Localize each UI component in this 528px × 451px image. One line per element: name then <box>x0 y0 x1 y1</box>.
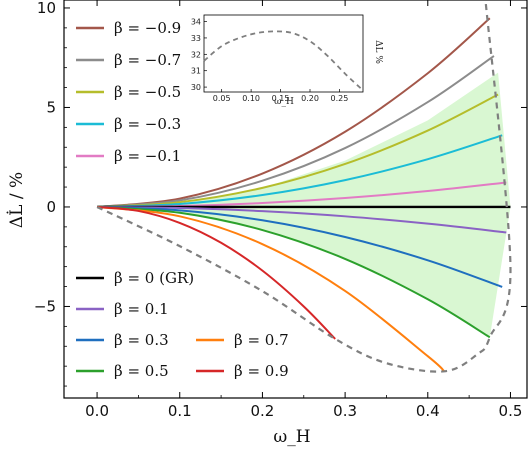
series-line-8 <box>97 205 491 339</box>
legend-label: β = −0.9 <box>114 19 181 37</box>
series-line-7 <box>97 205 503 288</box>
inset-frame <box>203 14 364 93</box>
legend-label: β = −0.3 <box>114 115 181 133</box>
series-line-10 <box>96 205 336 340</box>
legend-item-9: β = 0.7 <box>196 331 289 349</box>
y-tick-label: −5 <box>34 297 56 315</box>
x-tick-label: 0.5 <box>499 402 523 420</box>
legend-label: β = 0.5 <box>114 362 169 380</box>
y-tick-label: 10 <box>37 0 56 17</box>
inset-y-tick-label: 33 <box>191 34 201 43</box>
axis-ticks: 0.0 0.1 0.2 0.3 0.4 0.5 −5 0 5 10 <box>34 0 527 420</box>
inset-x-tick-label: 0.25 <box>331 94 349 103</box>
legend-item-10: β = 0.9 <box>196 362 289 380</box>
inset-y-tick-label: 30 <box>191 83 201 92</box>
legend-item-4: β = −0.1 <box>76 147 181 165</box>
y-tick-label: 5 <box>46 98 56 116</box>
legend-item-8: β = 0.5 <box>76 362 169 380</box>
inset-y-tick-label: 34 <box>191 18 201 27</box>
legend-label: β = −0.1 <box>114 147 181 165</box>
x-axis-label: ω_H <box>273 427 310 447</box>
boundary-layer <box>96 1 512 373</box>
inset-x-label: ω_H <box>274 97 294 107</box>
inset-y-label: ΔL % <box>373 40 383 64</box>
legend-label: β = 0.9 <box>234 362 289 380</box>
series-layer <box>96 17 511 373</box>
x-tick-label: 0.4 <box>416 402 440 420</box>
inset-y-tick-label: 31 <box>191 67 201 76</box>
legend-label: β = −0.7 <box>114 51 181 69</box>
legend-item-2: β = −0.5 <box>76 83 181 101</box>
x-tick-label: 0.0 <box>85 402 109 420</box>
series-line-2 <box>97 93 499 208</box>
legend-label: β = 0.1 <box>114 300 169 318</box>
inset-y-tick-label: 32 <box>191 50 201 59</box>
legend: β = −0.9 β = −0.7 β = −0.5 β = −0.3 β = −0.1… <box>76 19 289 380</box>
series-line-0 <box>96 17 491 208</box>
inset-x-tick-label: 0.10 <box>242 94 260 103</box>
inset-x-tick-label: 0.05 <box>213 94 231 103</box>
inset-ticks: 0.05 0.10 0.15 0.20 0.25 30 31 32 33 34 <box>191 18 349 103</box>
shaded-region <box>179 72 511 338</box>
legend-item-3: β = −0.3 <box>76 115 181 133</box>
inset-chart: 0.05 0.10 0.15 0.20 0.25 30 31 32 33 34 ω_H ΔL % <box>191 14 383 107</box>
legend-label: β = −0.5 <box>114 83 181 101</box>
legend-label: β = 0.7 <box>234 331 289 349</box>
inset-x-tick-label: 0.20 <box>301 94 319 103</box>
boundary-curve <box>96 1 512 373</box>
series-line-9 <box>96 205 446 373</box>
shaded-region-layer <box>179 72 511 338</box>
legend-item-7: β = 0.3 <box>76 331 169 349</box>
legend-item-5: β = 0 (GR) <box>76 269 194 287</box>
inset-x-tick-label: 0.15 <box>272 94 290 103</box>
x-tick-label: 0.2 <box>250 402 274 420</box>
y-axis-label: ΔL̇ / % <box>7 172 27 228</box>
legend-label: β = 0 (GR) <box>114 269 194 287</box>
x-tick-label: 0.1 <box>168 402 192 420</box>
legend-item-1: β = −0.7 <box>76 51 181 69</box>
legend-item-6: β = 0.1 <box>76 300 169 318</box>
plot-frame <box>63 0 528 399</box>
legend-label: β = 0.3 <box>114 331 169 349</box>
legend-item-0: β = −0.9 <box>76 19 181 37</box>
series-line-6 <box>97 205 507 234</box>
series-line-1 <box>96 55 495 208</box>
x-tick-label: 0.3 <box>333 402 357 420</box>
y-tick-label: 0 <box>46 198 56 216</box>
series-line-3 <box>97 134 503 208</box>
